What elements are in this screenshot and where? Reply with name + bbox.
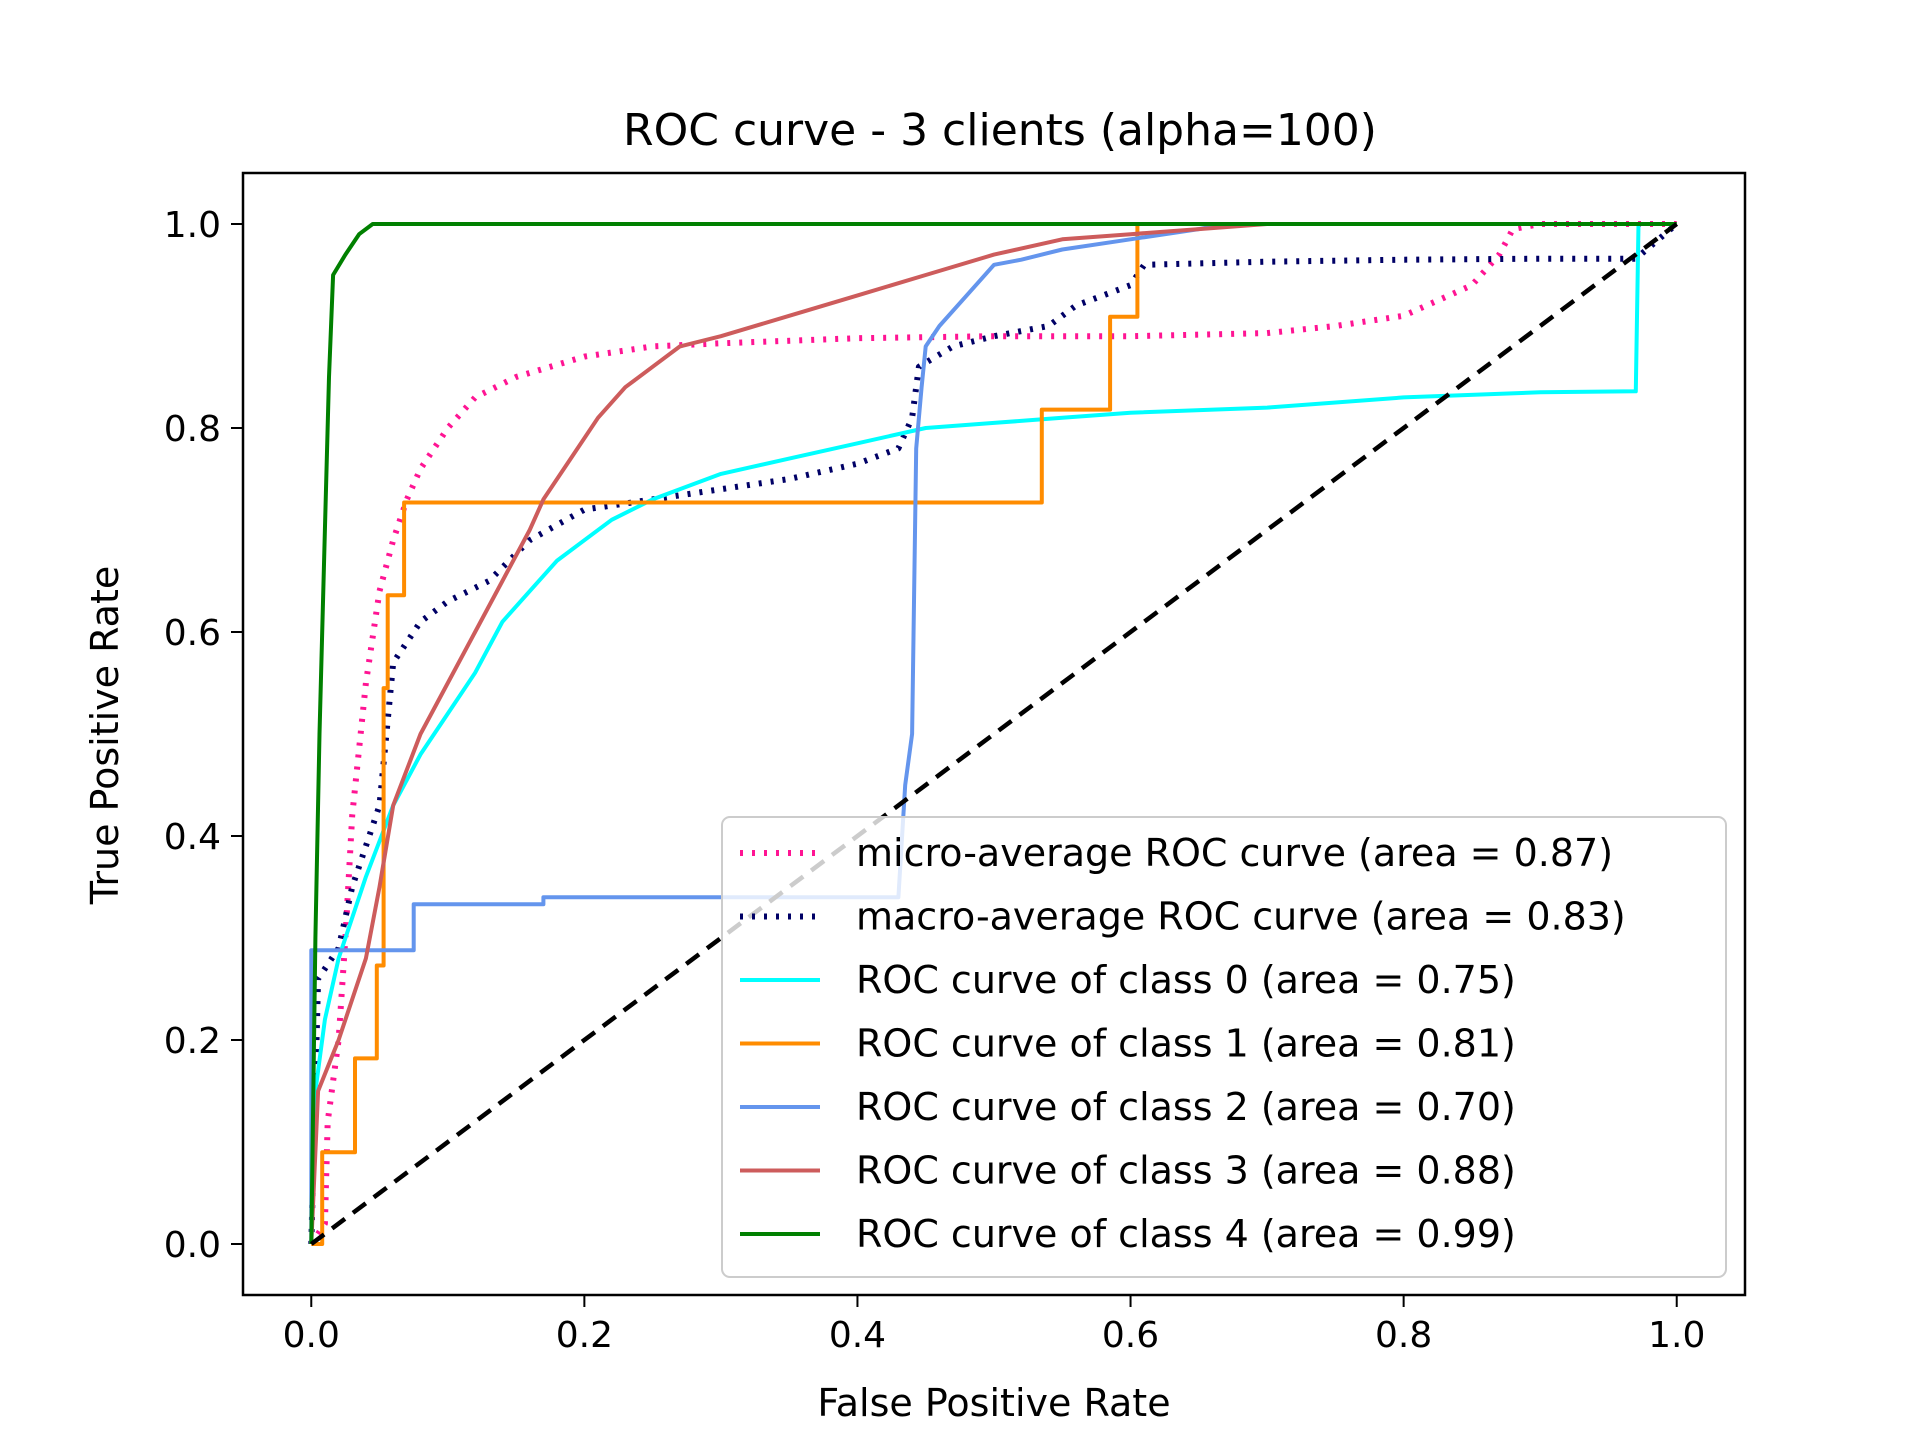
series-line-0 [308,221,1677,1246]
legend: micro-average ROC curve (area = 0.87) mac… [721,816,1727,1278]
legend-box [721,816,1727,1278]
y-tick-label: 0.8 [164,409,221,450]
x-tick-label: 1.0 [1648,1315,1705,1356]
x-tick-label: 0.4 [829,1315,886,1356]
x-tick-label: 0.6 [1102,1315,1159,1356]
x-tick-label: 0.8 [1375,1315,1432,1356]
plot-frame [241,171,1747,1297]
series-line-1 [308,221,1679,1245]
chart-title: ROC curve - 3 clients (alpha=100) [623,105,1377,156]
y-tick-label: 0.0 [164,1225,221,1266]
series-line-2 [309,222,1677,1245]
x-tick-label: 0.2 [556,1315,613,1356]
legend-label-6: ROC curve of class 4 (area = 0.99) [856,1212,1516,1256]
series-line-3 [311,222,1677,1246]
x-tick-label: 0.0 [283,1315,340,1356]
y-tick-label: 0.4 [164,817,221,858]
legend-label-0: micro-average ROC curve (area = 0.87) [856,831,1613,875]
y-tick-label: 0.6 [164,613,221,654]
x-axis-label: False Positive Rate [817,1381,1170,1425]
legend-label-1: macro-average ROC curve (area = 0.83) [856,895,1626,939]
legend-label-2: ROC curve of class 0 (area = 0.75) [856,958,1516,1002]
legend-label-5: ROC curve of class 3 (area = 0.88) [856,1149,1516,1193]
y-tick-label: 0.2 [164,1021,221,1062]
series-line-4 [309,222,1677,1244]
y-axis-label: True Positive Rate [83,566,127,906]
y-tick-label: 1.0 [164,205,221,246]
plot-curves [308,221,1679,1246]
y-axis-ticks: 0.0 0.2 0.4 0.6 0.8 1.0 [164,205,243,1266]
legend-label-3: ROC curve of class 1 (area = 0.81) [856,1022,1516,1066]
series-line-5 [309,222,1677,1245]
x-axis-ticks: 0.0 0.2 0.4 0.6 0.8 1.0 [283,1295,1705,1356]
series-line-6 [309,222,1677,1245]
legend-label-4: ROC curve of class 2 (area = 0.70) [856,1085,1516,1129]
